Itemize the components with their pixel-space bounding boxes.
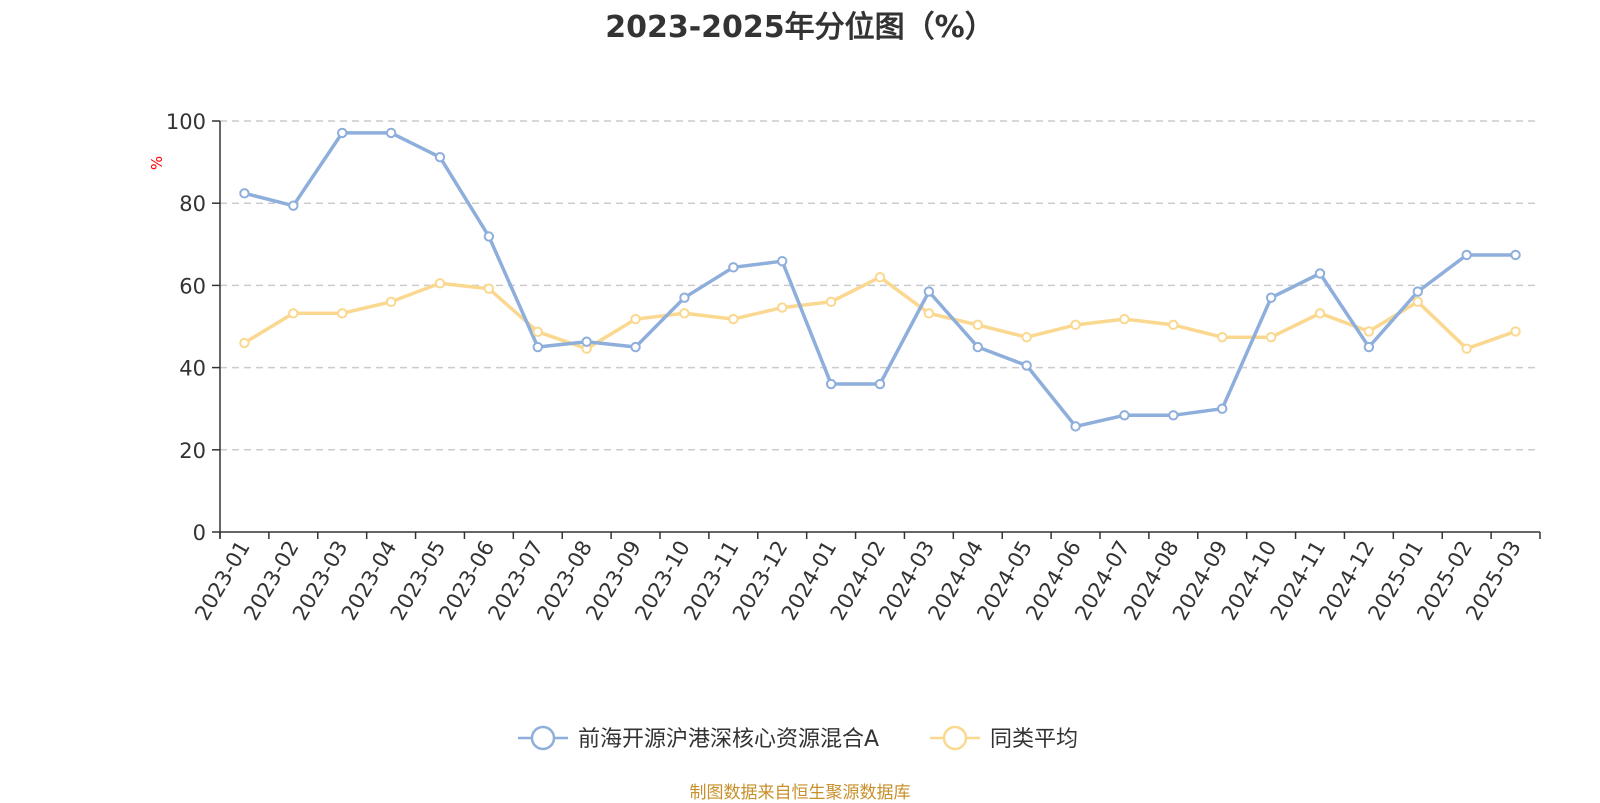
series-2-point bbox=[1168, 319, 1179, 331]
series-1-point bbox=[1168, 410, 1179, 421]
series-1-point bbox=[581, 336, 592, 347]
series-2-point bbox=[1461, 343, 1472, 354]
series-2-point bbox=[923, 308, 935, 319]
series-2-point bbox=[972, 319, 983, 331]
series-2-point bbox=[1265, 331, 1277, 343]
series-1-point bbox=[1461, 249, 1472, 261]
series-1-point bbox=[337, 127, 348, 139]
y-tick-label: 0 bbox=[193, 521, 206, 545]
series-1-point bbox=[1314, 268, 1326, 279]
series-2-point bbox=[874, 271, 886, 283]
series-1-point bbox=[923, 286, 935, 297]
series-2-point bbox=[1314, 308, 1326, 319]
data-points bbox=[239, 127, 1521, 432]
series-2-point bbox=[1510, 326, 1521, 337]
series-2-point bbox=[288, 308, 299, 319]
series-1-point bbox=[288, 200, 299, 211]
series-1-point bbox=[385, 127, 397, 139]
series-1-point bbox=[874, 378, 886, 390]
legend-item-1[interactable]: 前海开源沪港深核心资源混合A bbox=[518, 725, 879, 752]
series-2-point bbox=[679, 308, 690, 319]
grid-lines bbox=[220, 120, 1540, 451]
series-1-point bbox=[483, 231, 495, 242]
series-1-point bbox=[1217, 403, 1228, 414]
series-2-point bbox=[1070, 319, 1081, 331]
legend-label: 同类平均 bbox=[990, 727, 1078, 752]
series-2-point bbox=[434, 278, 446, 289]
series-1-point bbox=[777, 255, 788, 267]
legend-label: 前海开源沪港深核心资源混合A bbox=[578, 727, 879, 752]
series-1-point bbox=[434, 151, 446, 163]
legend-marker bbox=[942, 725, 968, 751]
series-2-point bbox=[1217, 331, 1228, 343]
series-1-point bbox=[1119, 410, 1130, 421]
series-1-point bbox=[532, 341, 543, 353]
series-2-point bbox=[1363, 326, 1375, 337]
y-tick-label: 100 bbox=[166, 110, 206, 134]
series-2-point bbox=[777, 302, 788, 313]
y-tick-label: 80 bbox=[179, 192, 206, 216]
series-2-point bbox=[239, 337, 250, 349]
source-note: 制图数据来自恒生聚源数据库 bbox=[689, 783, 911, 803]
series-1-point bbox=[825, 378, 837, 390]
series-2-point bbox=[1021, 331, 1032, 343]
series-1-point bbox=[679, 292, 690, 303]
series-2-point bbox=[532, 326, 543, 338]
chart-title: 2023-2025年分位图（%） bbox=[605, 10, 995, 45]
series-1-point bbox=[972, 341, 983, 353]
y-tick-label: 60 bbox=[179, 274, 206, 298]
series-1-point bbox=[239, 188, 250, 199]
y-axis-label: % bbox=[148, 156, 166, 170]
series-2-point bbox=[483, 283, 495, 294]
series-2-point bbox=[825, 296, 837, 308]
y-tick-label: 20 bbox=[179, 439, 206, 463]
series-1-point bbox=[1070, 421, 1081, 432]
series-1-point bbox=[1510, 249, 1521, 261]
series-1-point bbox=[1265, 292, 1277, 303]
legend-marker bbox=[530, 725, 556, 751]
series-1-point bbox=[1363, 341, 1375, 353]
series-2-point bbox=[337, 308, 348, 319]
series-1-point bbox=[1412, 286, 1423, 297]
series-2-point bbox=[1412, 296, 1423, 308]
series-1-point bbox=[1021, 360, 1032, 371]
legend-item-2[interactable]: 同类平均 bbox=[930, 725, 1078, 752]
legend: 前海开源沪港深核心资源混合A 同类平均 bbox=[518, 725, 1078, 752]
series-2-point bbox=[385, 296, 397, 308]
series-2-point bbox=[1119, 313, 1130, 325]
series-2-point bbox=[630, 313, 641, 325]
y-tick-label: 40 bbox=[179, 357, 206, 381]
series-1-point bbox=[728, 262, 739, 273]
series-2-point bbox=[728, 313, 739, 325]
series-1-point bbox=[630, 341, 641, 353]
